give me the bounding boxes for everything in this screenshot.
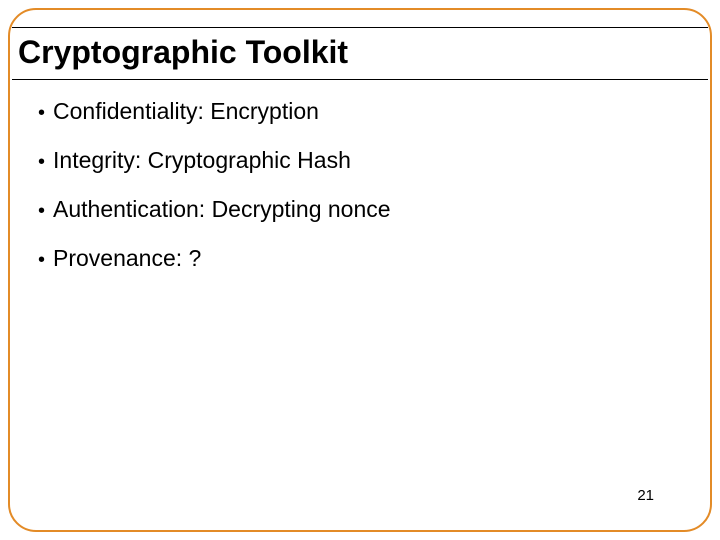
page-number: 21 — [637, 487, 654, 504]
title-band: Cryptographic Toolkit — [12, 27, 708, 80]
slide-title: Cryptographic Toolkit — [12, 34, 708, 71]
list-item: • Integrity: Cryptographic Hash — [38, 147, 682, 174]
bullet-text: Authentication: Decrypting nonce — [53, 196, 391, 223]
bullet-text: Confidentiality: Encryption — [53, 98, 319, 125]
slide-frame: Cryptographic Toolkit • Confidentiality:… — [8, 8, 712, 532]
bullet-text: Provenance: ? — [53, 245, 201, 272]
slide-content: • Confidentiality: Encryption • Integrit… — [38, 98, 682, 294]
bullet-icon: • — [38, 200, 45, 223]
bullet-icon: • — [38, 151, 45, 174]
bullet-icon: • — [38, 102, 45, 125]
bullet-text: Integrity: Cryptographic Hash — [53, 147, 351, 174]
list-item: • Authentication: Decrypting nonce — [38, 196, 682, 223]
list-item: • Provenance: ? — [38, 245, 682, 272]
list-item: • Confidentiality: Encryption — [38, 98, 682, 125]
bullet-icon: • — [38, 249, 45, 272]
